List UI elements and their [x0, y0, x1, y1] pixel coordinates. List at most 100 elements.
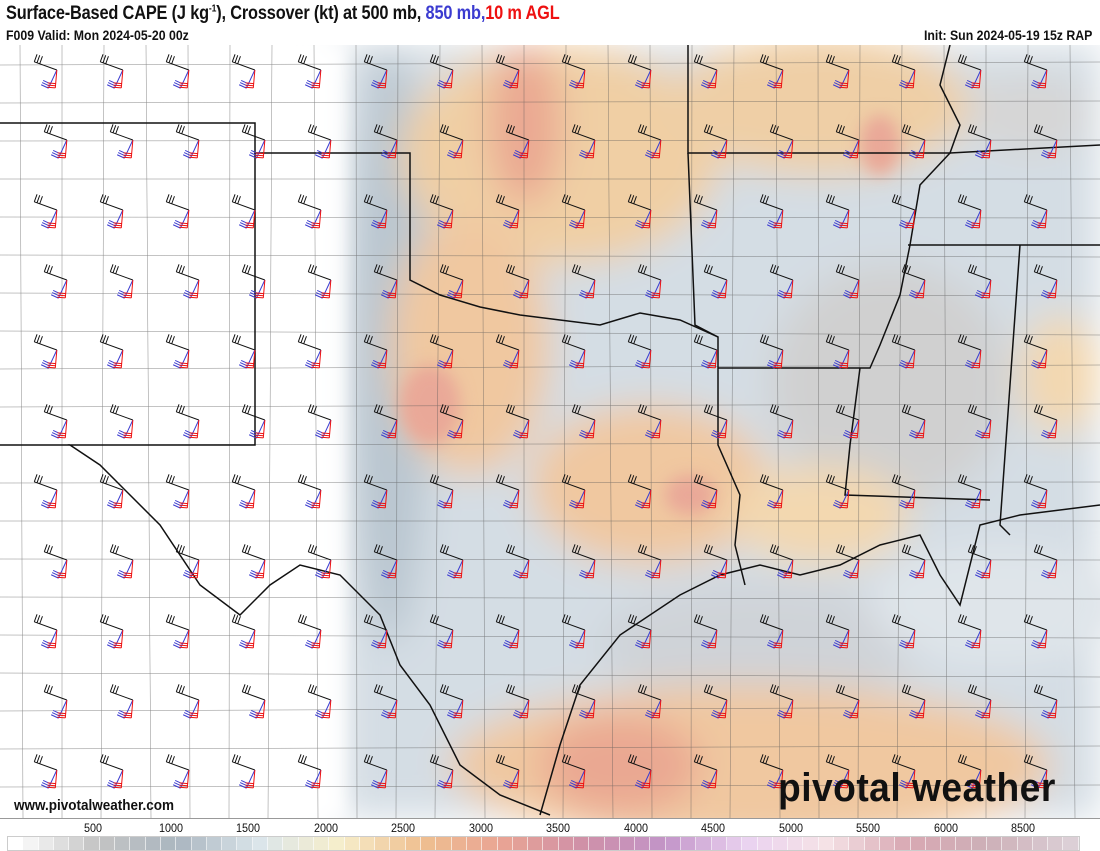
wind-barb [981, 559, 992, 579]
wind-barb [707, 489, 718, 509]
wind-barb [443, 769, 454, 789]
wind-barb [773, 489, 784, 509]
wind-barb [321, 139, 332, 159]
wind-barb [505, 544, 530, 561]
colorbar-cell [53, 837, 70, 850]
wind-barb [241, 684, 266, 701]
wind-barb [436, 629, 454, 649]
wind-barb [637, 124, 662, 141]
wind-barb [502, 629, 520, 649]
wind-barb [825, 194, 850, 211]
wind-barb [47, 69, 58, 89]
wind-barb [429, 474, 454, 491]
wind-barb [700, 69, 718, 89]
county-line [434, 45, 441, 818]
wind-barb [1047, 139, 1058, 159]
wind-barb [509, 209, 520, 229]
wind-barb [387, 139, 398, 159]
wind-barb [373, 544, 398, 561]
wind-barb [446, 419, 464, 439]
wind-barb [1037, 349, 1048, 369]
wind-barb [519, 699, 530, 719]
wind-barb [707, 769, 718, 789]
wind-barb [905, 349, 916, 369]
wind-barb [783, 279, 794, 299]
wind-barb [700, 769, 718, 789]
wind-barb [915, 699, 926, 719]
colorbar-label: 2500 [390, 821, 416, 835]
valid-time: F009 Valid: Mon 2024-05-20 00z [6, 27, 189, 43]
colorbar-cell [1017, 837, 1033, 850]
wind-barb [641, 489, 652, 509]
wind-barb [832, 349, 850, 369]
county-line [775, 45, 781, 818]
wind-barb [651, 699, 662, 719]
wind-barb [974, 279, 992, 299]
wind-barb [116, 139, 134, 159]
wind-barb [443, 489, 454, 509]
wind-barb [113, 769, 124, 789]
county-line [0, 745, 1100, 750]
wind-barb [113, 629, 124, 649]
county-line [857, 45, 861, 818]
wind-barb [839, 349, 850, 369]
wind-barb [981, 139, 992, 159]
wind-barb [109, 264, 134, 281]
wind-barb [835, 544, 860, 561]
wind-barb [182, 559, 200, 579]
wind-barb [967, 124, 992, 141]
wind-barb [651, 139, 662, 159]
wind-barb [644, 279, 662, 299]
wind-barb [651, 279, 662, 299]
county-line [1069, 45, 1076, 818]
wind-barb [842, 139, 860, 159]
wind-barb [123, 279, 134, 299]
wind-barb [245, 209, 256, 229]
wind-barb [175, 264, 200, 281]
wind-barb [1030, 349, 1048, 369]
colorbar-cell [237, 837, 253, 850]
wind-barb [436, 489, 454, 509]
colorbar-cell [405, 837, 422, 850]
wind-barb [311, 209, 322, 229]
wind-barb [373, 684, 398, 701]
county-line [817, 45, 820, 818]
wind-barb [109, 124, 134, 141]
wind-barb [231, 474, 256, 491]
wind-barb [40, 69, 58, 89]
wind-barb [43, 264, 68, 281]
colorbar-label: 1500 [235, 821, 261, 835]
wind-barb [116, 559, 134, 579]
wind-barb [47, 209, 58, 229]
colorbar-cell [1063, 837, 1079, 850]
state-borders [0, 45, 1100, 816]
wind-barb [106, 349, 124, 369]
wind-barb [641, 769, 652, 789]
wind-barb [238, 209, 256, 229]
wind-barb [311, 629, 322, 649]
wind-barb [1033, 544, 1058, 561]
wind-barb [436, 769, 454, 789]
colorbar-label: 5000 [778, 821, 803, 835]
colorbar-cell [329, 837, 345, 850]
wind-barb [307, 404, 332, 421]
website-watermark: www.pivotalweather.com [14, 797, 175, 814]
colorbar-cell [604, 837, 620, 850]
wind-barb [519, 419, 530, 439]
wind-barb [710, 699, 728, 719]
wind-barb [446, 279, 464, 299]
colorbar [7, 836, 1080, 851]
wind-barb [710, 559, 728, 579]
wind-barb [627, 754, 652, 771]
wind-barb [495, 474, 520, 491]
wind-barb [825, 614, 850, 631]
colorbar-cell [788, 837, 804, 850]
wind-barb [248, 139, 266, 159]
county-line [267, 45, 273, 818]
wind-barb [1023, 614, 1048, 631]
county-line [0, 139, 1100, 142]
wind-barb [57, 699, 68, 719]
wind-barb [908, 419, 926, 439]
wind-barb [370, 69, 388, 89]
wind-barb [179, 69, 190, 89]
